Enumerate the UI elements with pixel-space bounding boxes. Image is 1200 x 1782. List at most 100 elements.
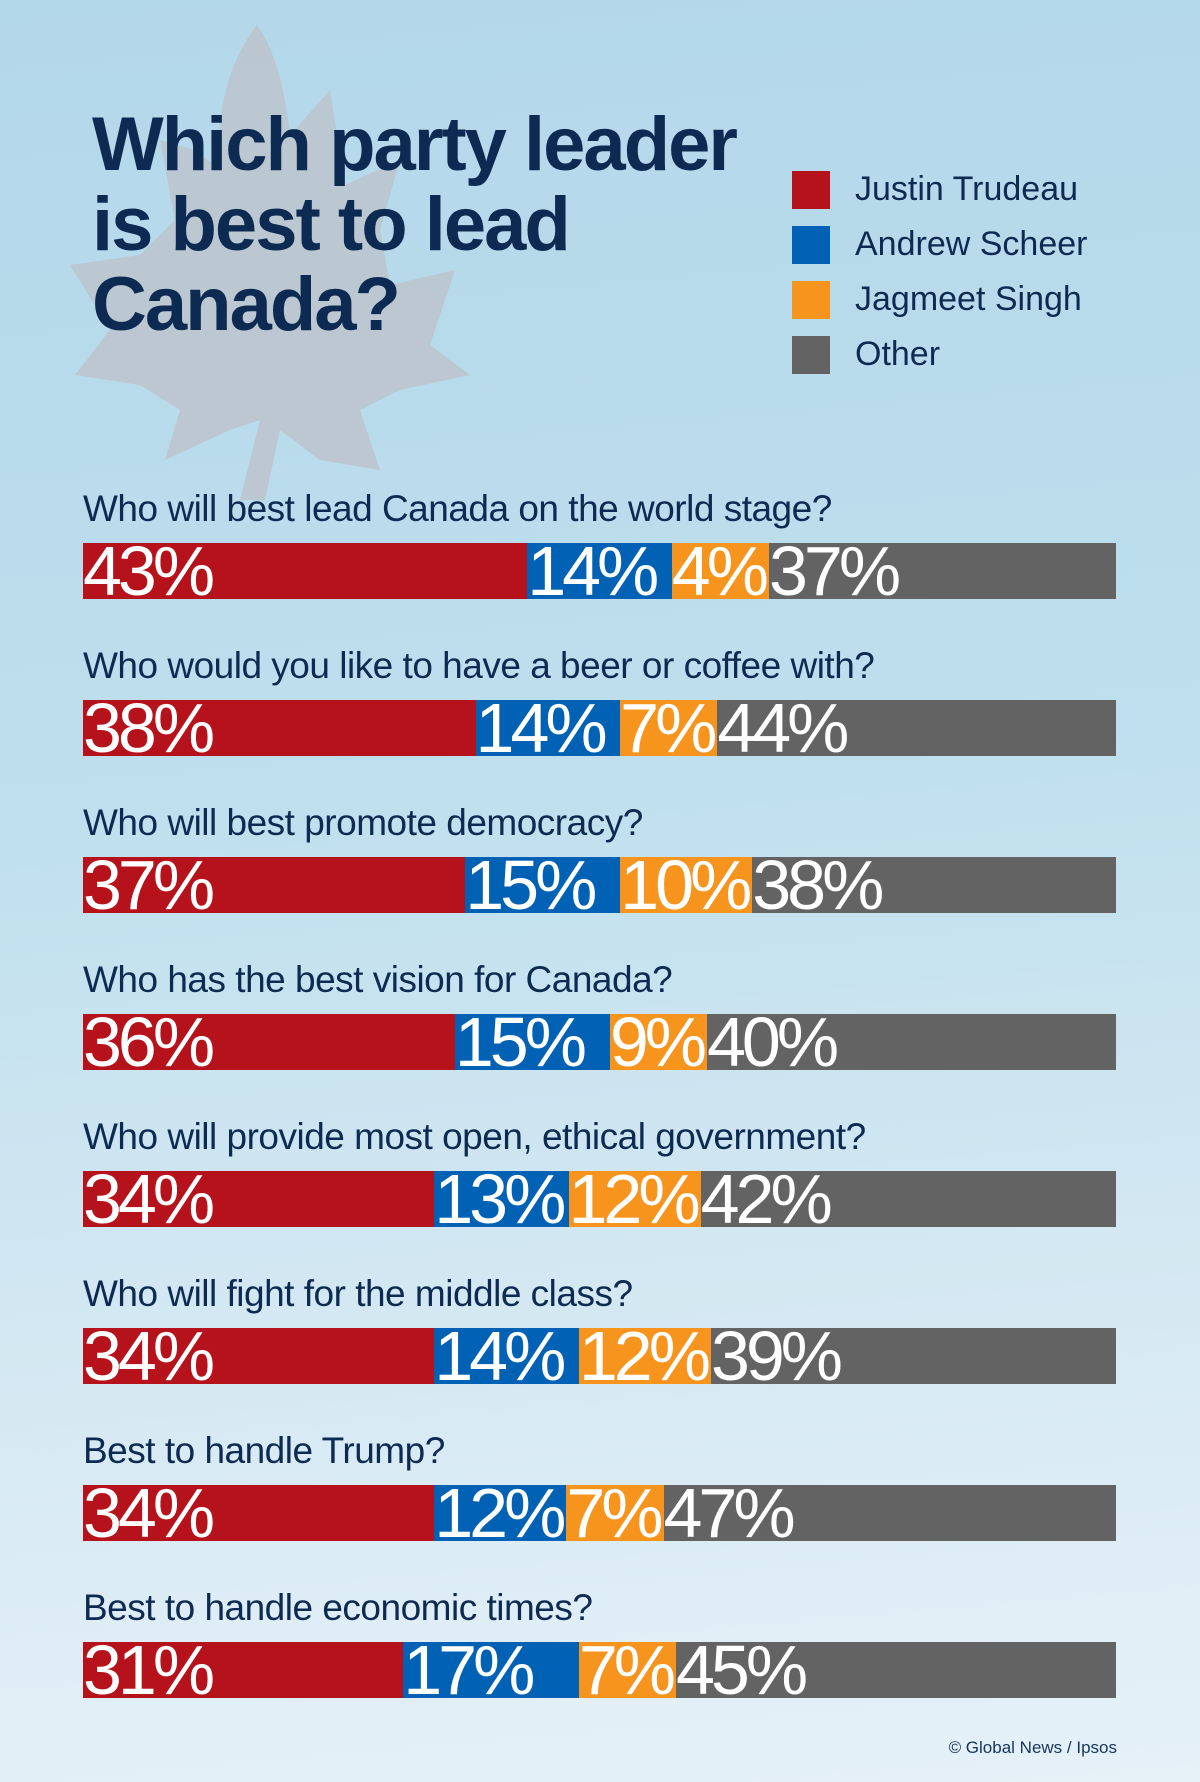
bar-segment-other: 38% <box>752 849 1116 921</box>
data-label: 12% <box>434 1474 566 1552</box>
legend-label: Other <box>855 335 941 373</box>
stacked-bar: 34% 12% 7% 47% <box>83 1477 1116 1549</box>
bar-segment-singh: 10% <box>620 849 752 921</box>
bar-segment-other: 44% <box>717 692 1116 764</box>
data-label: 39% <box>710 1317 843 1395</box>
question-label: Who will best lead Canada on the world s… <box>83 488 832 529</box>
data-label: 36% <box>83 1003 215 1081</box>
data-label: 9% <box>609 1003 707 1081</box>
data-label: 31% <box>83 1631 215 1709</box>
bar-segment-scheer: 13% <box>434 1163 569 1235</box>
question-label: Who will provide most open, ethical gove… <box>83 1116 866 1157</box>
data-label: 34% <box>83 1160 215 1238</box>
bar-segment-singh: 7% <box>578 1634 676 1706</box>
data-label: 34% <box>83 1317 215 1395</box>
data-label: 34% <box>83 1474 215 1552</box>
question-label: Who has the best vision for Canada? <box>83 959 673 1000</box>
bar-segment-scheer: 12% <box>434 1477 566 1549</box>
bar-segment-trudeau: 34% <box>83 1320 435 1392</box>
question-label: Best to handle Trump? <box>83 1430 445 1471</box>
data-label: 13% <box>434 1160 566 1238</box>
data-label: 7% <box>578 1631 676 1709</box>
bar-segment-other: 42% <box>700 1163 1116 1235</box>
maple-leaf-graphic <box>70 25 470 500</box>
stacked-bar: 34% 13% 12% 42% <box>83 1163 1116 1235</box>
bar-segment-scheer: 17% <box>403 1634 579 1706</box>
bar-row: Best to handle Trump? 34% 12% 7% 47% <box>83 1429 1116 1549</box>
stacked-bar: 34% 14% 12% 39% <box>83 1320 1116 1392</box>
source-credit: © Global News / Ipsos <box>948 1738 1117 1757</box>
data-label: 37% <box>768 532 901 610</box>
bar-segment-scheer: 14% <box>434 1320 579 1392</box>
bar-segment-singh: 12% <box>568 1163 701 1235</box>
bar-segment-scheer: 15% <box>465 849 621 921</box>
bar-row: Who will provide most open, ethical gove… <box>83 1115 1116 1235</box>
bar-segment-other: 37% <box>768 535 1116 607</box>
data-label: 14% <box>527 532 659 610</box>
data-label: 4% <box>671 532 769 610</box>
stacked-bar: 36% 15% 9% 40% <box>83 1006 1116 1078</box>
legend-label: Justin Trudeau <box>855 170 1079 208</box>
bar-segment-other: 47% <box>663 1477 1116 1549</box>
bar-segment-trudeau: 37% <box>83 849 466 921</box>
bar-segment-other: 40% <box>706 1006 1116 1078</box>
bar-segment-trudeau: 43% <box>83 535 528 607</box>
data-label: 12% <box>578 1317 711 1395</box>
chart-title: Which party leader is best to lead Canad… <box>92 102 738 347</box>
data-label: 37% <box>83 846 215 924</box>
maple-leaf-icon <box>70 25 470 500</box>
question-label: Who will best promote democracy? <box>83 802 643 843</box>
bar-segment-scheer: 14% <box>527 535 672 607</box>
bar-segment-trudeau: 34% <box>83 1477 435 1549</box>
legend: Justin Trudeau Andrew Scheer Jagmeet Sin… <box>792 162 1087 382</box>
bar-row: Who will fight for the middle class? 34% 1… <box>83 1272 1116 1392</box>
legend-item-scheer: Andrew Scheer <box>792 217 1087 272</box>
data-label: 17% <box>403 1631 535 1709</box>
stacked-bar: 38% 14% 7% 44% <box>83 692 1116 764</box>
stacked-bar: 37% 15% 10% 38% <box>83 849 1116 921</box>
data-label: 47% <box>663 1474 796 1552</box>
data-label: 7% <box>566 1474 663 1552</box>
data-label: 38% <box>752 846 884 924</box>
bar-segment-singh: 7% <box>620 692 717 764</box>
bar-row: Who will best promote democracy? 37% 15% 10… <box>83 801 1116 921</box>
question-label: Who will fight for the middle class? <box>83 1273 633 1314</box>
stacked-bar: 43% 14% 4% 37% <box>83 535 1116 607</box>
bar-segment-scheer: 14% <box>475 692 621 764</box>
legend-swatch <box>792 335 830 374</box>
data-label: 45% <box>676 1631 808 1709</box>
data-label: 15% <box>465 846 597 924</box>
bar-segment-other: 45% <box>676 1634 1116 1706</box>
bar-row: Who would you like to have a beer or cof… <box>83 644 1116 764</box>
data-label: 40% <box>706 1003 839 1081</box>
bar-row: Best to handle economic times? 31% 17% 7% 45… <box>83 1586 1116 1706</box>
data-label: 10% <box>620 846 752 924</box>
legend-label: Andrew Scheer <box>855 225 1088 263</box>
data-label: 38% <box>83 689 215 767</box>
data-label: 42% <box>700 1160 833 1238</box>
bar-segment-singh: 9% <box>609 1006 707 1078</box>
bar-row: Who will best lead Canada on the world s… <box>83 487 1116 607</box>
legend-swatch <box>792 170 830 209</box>
bar-segment-singh: 7% <box>566 1477 664 1549</box>
stacked-bar: 31% 17% 7% 45% <box>83 1634 1116 1706</box>
data-label: 12% <box>568 1160 701 1238</box>
bar-segment-trudeau: 34% <box>83 1163 435 1235</box>
bar-segment-trudeau: 36% <box>83 1006 455 1078</box>
bar-segment-scheer: 15% <box>454 1006 610 1078</box>
data-label: 15% <box>454 1003 587 1081</box>
legend-swatch <box>792 225 830 264</box>
data-label: 43% <box>83 532 215 610</box>
legend-item-singh: Jagmeet Singh <box>792 272 1087 327</box>
question-label: Who would you like to have a beer or cof… <box>83 645 875 686</box>
bar-segment-trudeau: 31% <box>83 1634 404 1706</box>
bar-segment-other: 39% <box>710 1320 1116 1392</box>
data-label: 14% <box>434 1317 566 1395</box>
legend-swatch <box>792 280 830 319</box>
data-label: 14% <box>475 689 608 767</box>
bar-segment-singh: 4% <box>671 535 769 607</box>
legend-label: Jagmeet Singh <box>855 280 1082 318</box>
legend-item-other: Other <box>792 327 1087 382</box>
legend-item-trudeau: Justin Trudeau <box>792 162 1087 217</box>
bar-row: Who has the best vision for Canada? 36% 15… <box>83 958 1116 1078</box>
